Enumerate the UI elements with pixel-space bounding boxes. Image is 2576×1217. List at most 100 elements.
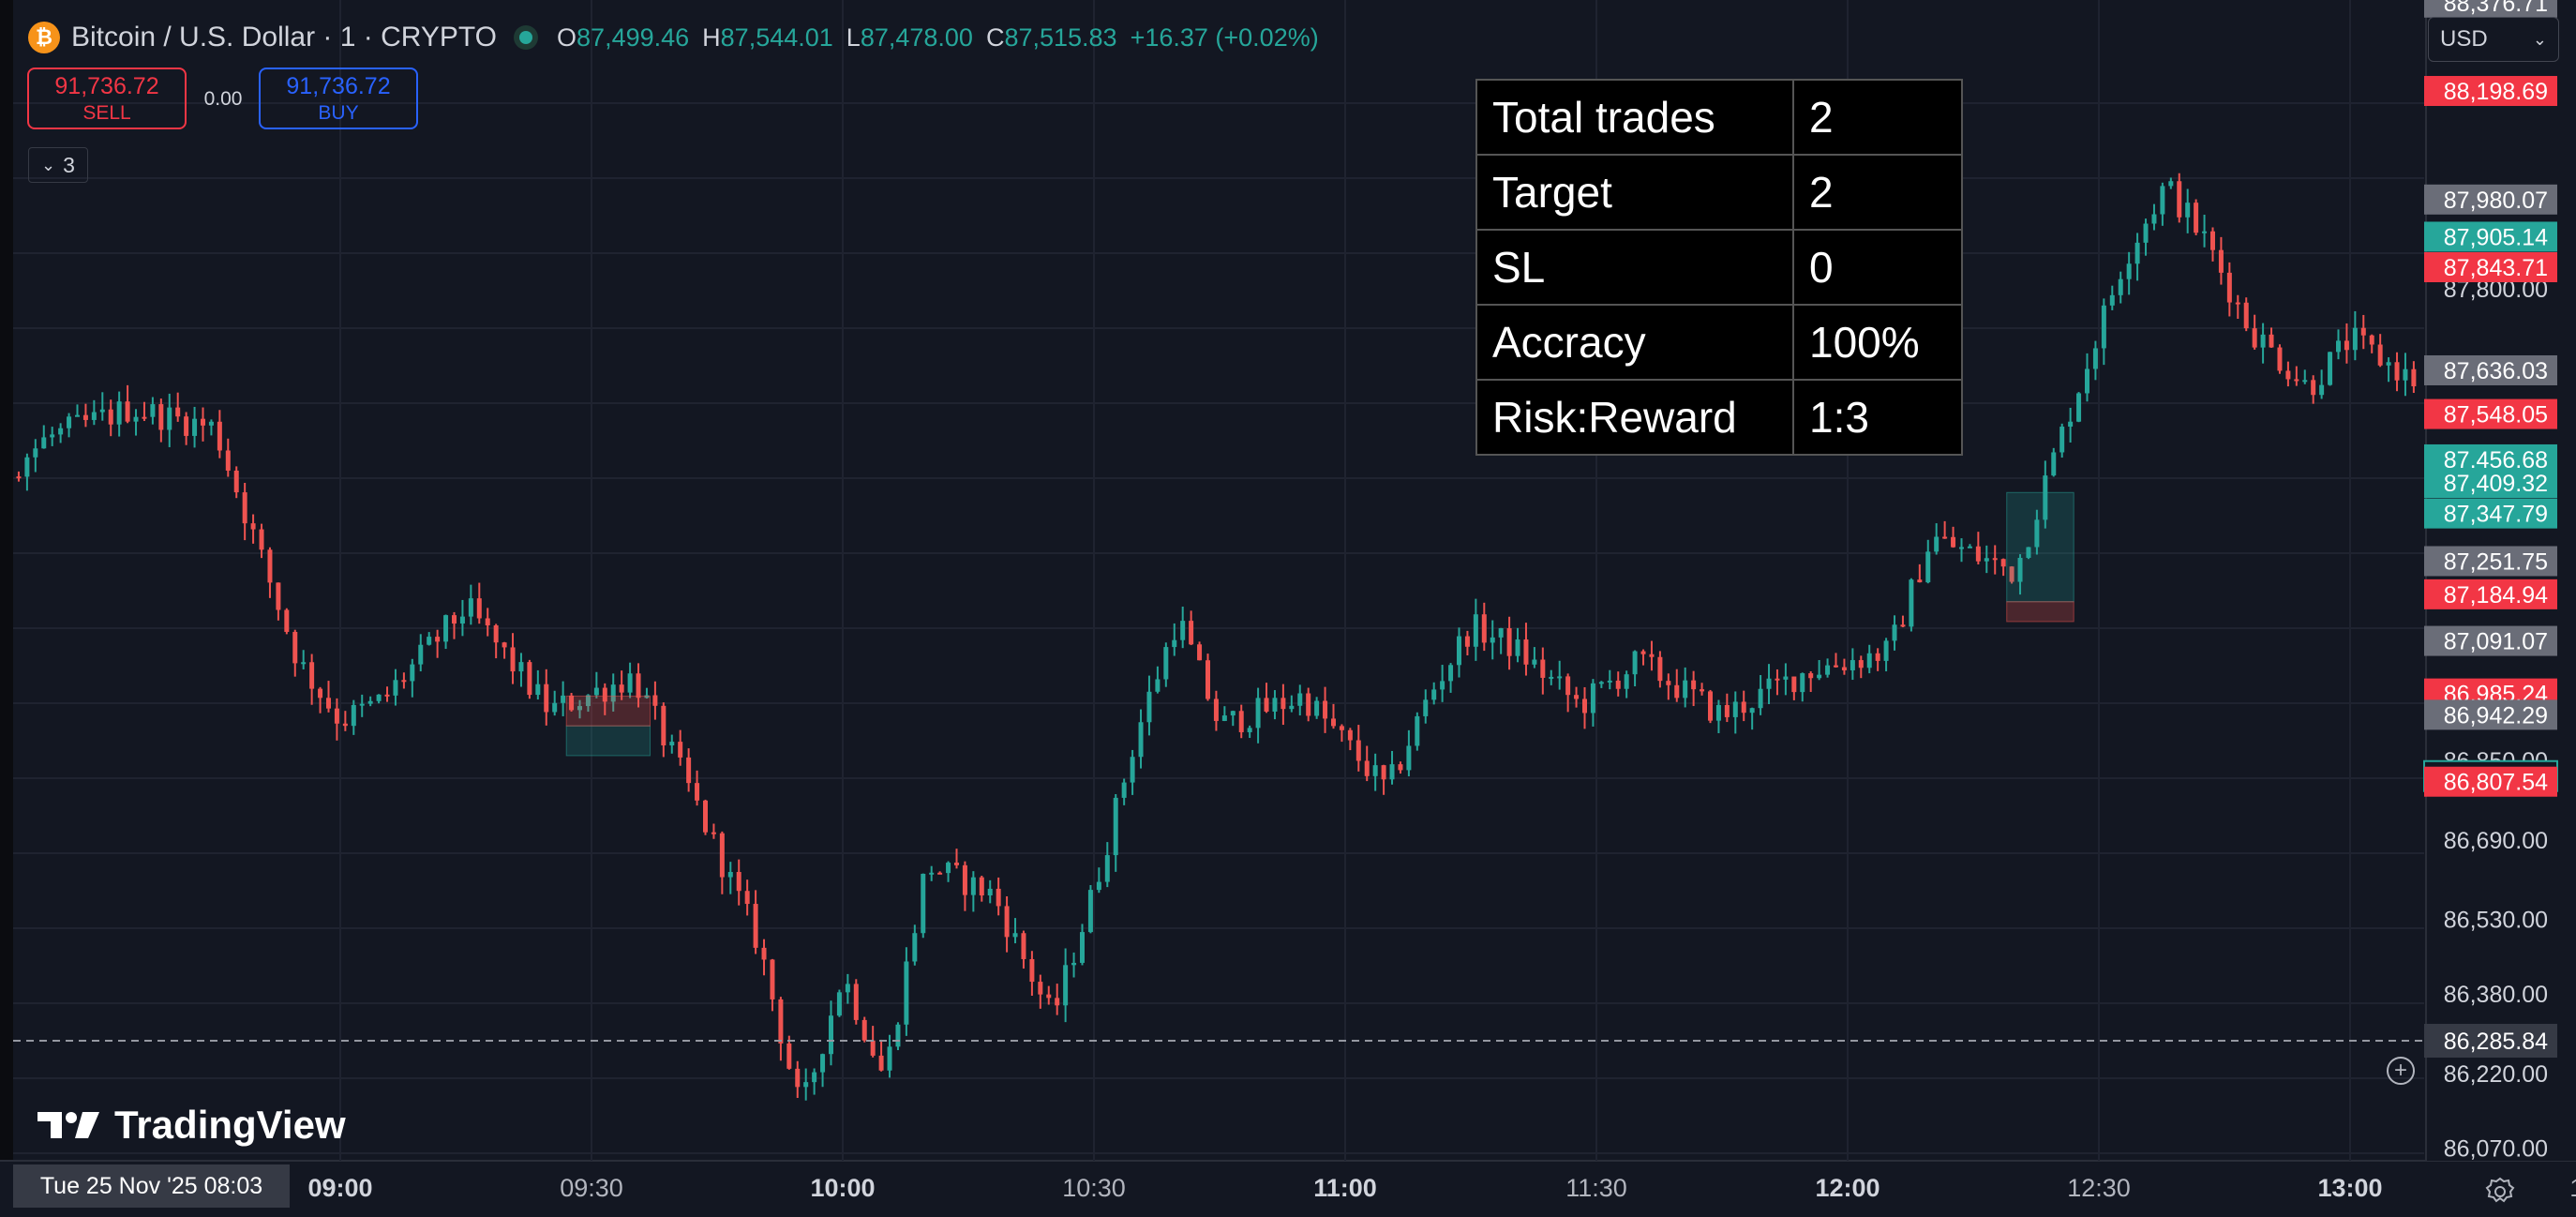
candle (2101, 298, 2106, 366)
candle (1942, 520, 1948, 539)
candle (167, 393, 172, 447)
candle-body (41, 437, 47, 449)
candle-body (376, 694, 382, 701)
candle (284, 608, 290, 635)
stat-value: 2 (1792, 154, 1963, 231)
candle-body (1640, 651, 1646, 654)
candle-body (853, 984, 859, 1020)
price-label-text: 86,807.54 (2444, 770, 2548, 796)
candle-body (820, 1054, 826, 1073)
candle-body (309, 662, 315, 689)
candle-body (1506, 628, 1512, 656)
price-label: 87,184.94 (2424, 578, 2557, 609)
candle (1314, 697, 1320, 719)
candle (1615, 671, 1621, 697)
buy-button[interactable]: 91,736.72 BUY (259, 68, 418, 129)
candle-body (1615, 680, 1621, 689)
tradingview-logo[interactable]: TradingView (36, 1103, 346, 1148)
candle (1012, 918, 1018, 944)
candle (2226, 262, 2232, 317)
candle (887, 1034, 892, 1078)
sell-button[interactable]: 91,736.72 SELL (27, 68, 187, 129)
candle (987, 879, 993, 904)
indicators-toggle-button[interactable]: ⌄ 3 (28, 147, 88, 183)
candle (727, 862, 733, 894)
candle-body (1415, 715, 1420, 746)
candle-body (99, 409, 105, 413)
candle-body (1063, 965, 1069, 1006)
candle-body (410, 664, 415, 682)
price-label: 87,636.03 (2424, 354, 2557, 385)
price-label-box (2424, 398, 2557, 429)
candle-body (552, 702, 558, 713)
candle (242, 483, 247, 541)
currency-select[interactable]: USD ⌄ (2428, 17, 2559, 62)
candle-body (1389, 764, 1395, 780)
candle-body (610, 684, 616, 702)
candle (1046, 985, 1052, 1005)
candle (1029, 951, 1035, 997)
candle-body (1783, 676, 1789, 680)
candle-body (2209, 231, 2215, 250)
candle (2394, 352, 2400, 392)
candle-body (661, 705, 666, 746)
candle (384, 686, 390, 702)
candle (82, 403, 88, 428)
candle-body (476, 598, 482, 619)
candle-body (2269, 334, 2274, 348)
candle-body (987, 888, 993, 895)
symbol-title[interactable]: Bitcoin / U.S. Dollar · 1 · CRYPTO (71, 22, 498, 53)
price-label-text: 87,905.14 (2444, 224, 2548, 250)
candle-body (259, 529, 264, 550)
candle (267, 547, 273, 598)
price-label-box (2424, 578, 2557, 609)
candle-body (67, 416, 72, 428)
candle (2235, 294, 2240, 319)
candle-body (953, 863, 959, 865)
price-label-box (2424, 468, 2557, 499)
ohlc-high: H87,544.01 (702, 23, 833, 52)
candle (2302, 369, 2308, 384)
candle (1700, 683, 1705, 696)
candle-body (2235, 302, 2240, 305)
candle (1063, 948, 1069, 1023)
candle (1146, 675, 1152, 736)
candle (1640, 649, 1646, 666)
price-label: 86,942.29 (2424, 699, 2557, 730)
candle (2134, 233, 2140, 281)
gear-icon[interactable] (2484, 1176, 2516, 1208)
candle-body (1732, 701, 1738, 717)
buy-price: 91,736.72 (286, 72, 391, 99)
candle (1339, 724, 1344, 743)
candle (1825, 658, 1831, 678)
market-status-icon[interactable] (514, 25, 539, 50)
candle (610, 673, 616, 712)
candle (962, 861, 967, 911)
candle (443, 614, 449, 650)
candle (2076, 392, 2082, 423)
candle-body (2151, 214, 2157, 224)
candle (1021, 930, 1026, 969)
candle (1448, 663, 1454, 693)
candle (459, 599, 465, 637)
candle-body (1398, 764, 1403, 771)
candle (2084, 353, 2089, 402)
candle-body (2051, 452, 2057, 476)
price-axis: 88,809.5787,800.0086,850.0086,690.0086,5… (2423, 0, 2576, 1162)
add-alert-plus-icon[interactable]: + (2387, 1057, 2415, 1085)
stat-label: Accracy (1475, 304, 1794, 381)
candle (1632, 650, 1638, 687)
candle-body (1021, 933, 1026, 959)
candle-body (1800, 673, 1805, 693)
candle-body (527, 662, 532, 696)
candle-body (1130, 757, 1135, 783)
candle (1355, 725, 1361, 772)
candle (1138, 709, 1144, 769)
candle (1975, 532, 1981, 564)
candle-body (2101, 305, 2106, 349)
candle (828, 1000, 833, 1066)
candle-body (1775, 678, 1780, 681)
candle-body (719, 833, 725, 878)
price-label-box (2424, 625, 2557, 656)
